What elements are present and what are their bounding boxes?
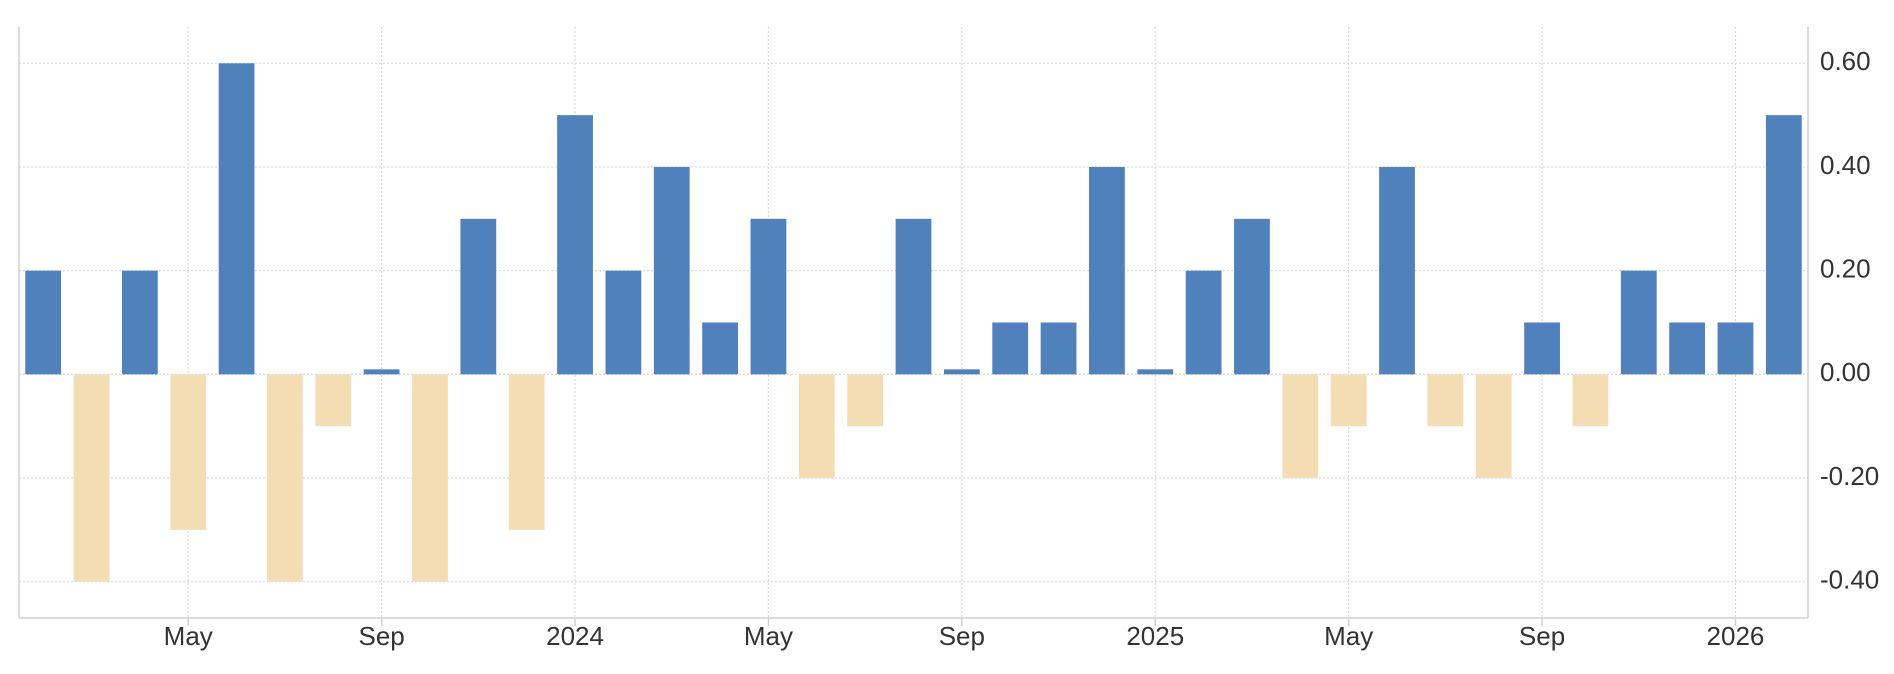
bar [412,374,448,582]
bar [1669,322,1706,375]
bar [363,369,400,375]
bar [73,374,110,582]
x-tick-label: Sep [359,621,405,651]
x-tick-label: Sep [939,621,985,651]
x-tick-label: May [744,621,793,651]
bar [1717,322,1754,375]
x-tick-label: Sep [1519,621,1565,651]
bar [508,374,545,530]
x-tick-label: 2025 [1126,621,1184,651]
y-tick-label: 0.00 [1820,357,1871,387]
bar [218,63,255,375]
bar [557,115,593,375]
bar [1330,374,1367,427]
bar [1765,115,1802,375]
bar [1040,322,1077,375]
y-tick-label: 0.60 [1820,46,1871,76]
y-tick-label: -0.40 [1820,565,1879,595]
bar [1282,374,1319,479]
bar [1620,270,1657,375]
bar [750,218,787,375]
bar [798,374,835,479]
bar [1475,374,1512,479]
bar [895,218,932,375]
bar [992,322,1029,375]
bar [605,270,642,375]
bar [702,322,738,375]
bar [121,270,158,375]
bar [170,374,207,530]
bar [25,270,62,375]
bar [653,166,690,375]
y-tick-label: 0.40 [1820,150,1871,180]
x-tick-label: May [164,621,213,651]
y-tick-label: -0.20 [1820,461,1879,491]
x-tick-label: May [1324,621,1373,651]
y-tick-label: 0.20 [1820,254,1871,284]
bar [1524,322,1560,375]
bar [460,218,497,375]
bar [1089,166,1125,375]
bar [943,369,980,375]
x-tick-label: 2024 [546,621,604,651]
bar [1185,270,1222,375]
bar [1572,374,1609,427]
bar [1137,369,1174,375]
bar [315,374,352,427]
bar [847,374,884,427]
bar [1427,374,1464,427]
bar [1379,166,1415,375]
x-tick-label: 2026 [1707,621,1765,651]
bar [267,374,303,582]
bar [1234,218,1270,375]
